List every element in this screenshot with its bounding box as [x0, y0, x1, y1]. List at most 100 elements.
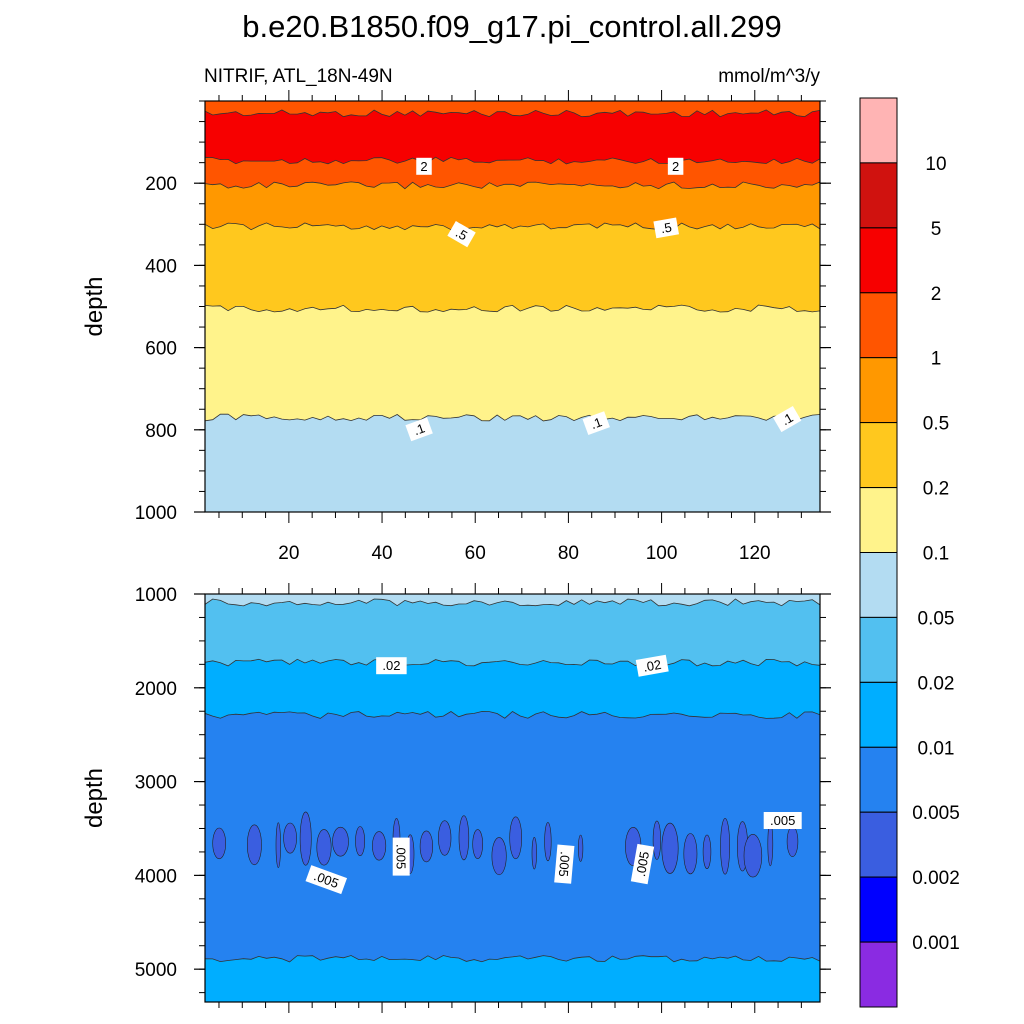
x-tick-label: 100 — [646, 543, 678, 564]
contour-patch-005 — [544, 822, 552, 862]
contour-label: .02 — [635, 654, 669, 677]
contour-patch-005 — [491, 837, 507, 876]
contour-label: 2 — [416, 157, 432, 175]
contour-band — [205, 222, 820, 319]
contour-label-text: 2 — [420, 159, 427, 174]
contour-label: .1 — [405, 417, 433, 442]
contour-patch-005 — [372, 831, 387, 861]
x-axis — [218, 583, 802, 1013]
colorbar-label: 0.5 — [923, 414, 949, 435]
contour-band — [205, 413, 820, 512]
colorbar-box — [859, 941, 898, 1008]
contour-patch-005 — [743, 833, 763, 878]
x-tick-label: 20 — [278, 543, 299, 564]
contour-patch-005 — [509, 816, 523, 860]
colorbar-label: 0.1 — [923, 544, 949, 565]
panel-lower: .02 .02 .005 .005 .005 .005 .005 1000 2000 3000 40… — [81, 583, 831, 1013]
colorbar-label: 0.2 — [923, 479, 949, 500]
plot-frame — [204, 593, 821, 1003]
x-tick-label: 60 — [465, 543, 486, 564]
colorbar-box — [859, 422, 898, 489]
colorbar-label: 0.01 — [918, 738, 955, 759]
contour-band — [205, 109, 820, 171]
contour-label-text: .1 — [589, 414, 604, 432]
contour-patch-005 — [472, 829, 484, 859]
contour-label-text: .005 — [556, 851, 573, 878]
contour-label-text: .02 — [382, 658, 400, 673]
contour-label-text: .1 — [411, 420, 426, 438]
contour-patch-005 — [652, 820, 662, 860]
y-axis-title: depth — [81, 768, 108, 828]
colorbar-box — [859, 227, 898, 294]
contour-patch-005 — [419, 830, 434, 863]
y-tick-label: 200 — [145, 174, 177, 195]
contour-label: .1 — [582, 411, 610, 436]
x-tick-label: 80 — [558, 543, 579, 564]
contour-patch-005 — [275, 822, 281, 869]
contour-patch-005 — [683, 833, 698, 875]
y-axis: 200 400 600 800 1000 depth — [81, 100, 831, 524]
colorbar-box — [859, 487, 898, 554]
contour-label: .005 — [630, 843, 655, 885]
colorbar: 10 5 2 1 0.5 0.2 0.1 0.05 0.02 0.01 0.005 0.002 0.00… — [859, 97, 960, 1008]
contour-label: .5 — [447, 221, 476, 248]
y-tick-label: 800 — [145, 421, 177, 442]
contour-patch-005 — [458, 815, 470, 861]
panel-upper: 2 2 .5 .5 .1 .1 .1 200 400 600 800 1000 depth 20 40 60 8… — [81, 90, 831, 564]
colorbar-box — [859, 616, 898, 683]
y-axis: 1000 2000 3000 4000 5000 depth — [81, 585, 831, 994]
contour-patch-005 — [212, 827, 226, 860]
x-axis: 20 40 60 80 100 120 — [218, 90, 802, 564]
colorbar-label: 0.005 — [912, 803, 960, 824]
y-tick-label: 3000 — [135, 773, 177, 794]
colorbar-label: 0.001 — [912, 933, 960, 954]
variable-region-label: NITRIF, ATL_18N-49N — [204, 66, 393, 87]
contour-patch-005 — [720, 818, 730, 875]
y-tick-label: 4000 — [135, 866, 177, 887]
colorbar-box — [859, 811, 898, 878]
contour-patch-005 — [577, 834, 584, 862]
contour-patch-005 — [283, 822, 297, 854]
contour-label: .5 — [653, 217, 680, 239]
colorbar-box — [859, 746, 898, 813]
y-axis-title: depth — [81, 276, 108, 336]
colorbar-box — [859, 357, 898, 424]
contour-band — [205, 598, 820, 673]
contour-label-text: 2 — [672, 159, 679, 174]
contour-label: .005 — [554, 844, 575, 884]
contour-label-text: .005 — [633, 850, 652, 878]
colorbar-label: 5 — [931, 219, 942, 240]
contour-patch-005 — [246, 824, 262, 866]
contour-label: .1 — [772, 405, 802, 433]
colorbar-box — [859, 876, 898, 943]
y-tick-label: 1000 — [135, 585, 177, 606]
colorbar-label: 0.002 — [912, 868, 960, 889]
colorbar-box — [859, 292, 898, 359]
colorbar-label: 10 — [925, 154, 946, 175]
contour-label-text: .005 — [770, 813, 795, 828]
contour-label-text: .005 — [394, 844, 409, 869]
contour-fills — [205, 101, 820, 512]
contour-label: 2 — [667, 157, 684, 175]
colorbar-label: 1 — [931, 349, 942, 370]
colorbar-box — [859, 681, 898, 748]
contour-label: .005 — [305, 865, 348, 895]
colorbar-label: 0.05 — [918, 608, 955, 629]
y-tick-label: 2000 — [135, 679, 177, 700]
y-tick-label: 5000 — [135, 960, 177, 981]
contour-fills — [205, 594, 820, 1002]
colorbar-label: 0.02 — [918, 673, 955, 694]
y-tick-label: 400 — [145, 256, 177, 277]
y-tick-label: 600 — [145, 339, 177, 360]
x-tick-label: 120 — [739, 543, 771, 564]
colorbar-box — [859, 552, 898, 618]
contour-band — [205, 304, 820, 428]
contour-patch-005 — [332, 826, 349, 857]
y-tick-label: 1000 — [135, 503, 177, 524]
contour-label-text: .02 — [642, 657, 662, 675]
colorbar-label: 2 — [931, 284, 942, 305]
units-label: mmol/m^3/y — [718, 66, 820, 87]
contour-patch-005 — [316, 829, 332, 866]
contour-band — [205, 658, 820, 726]
